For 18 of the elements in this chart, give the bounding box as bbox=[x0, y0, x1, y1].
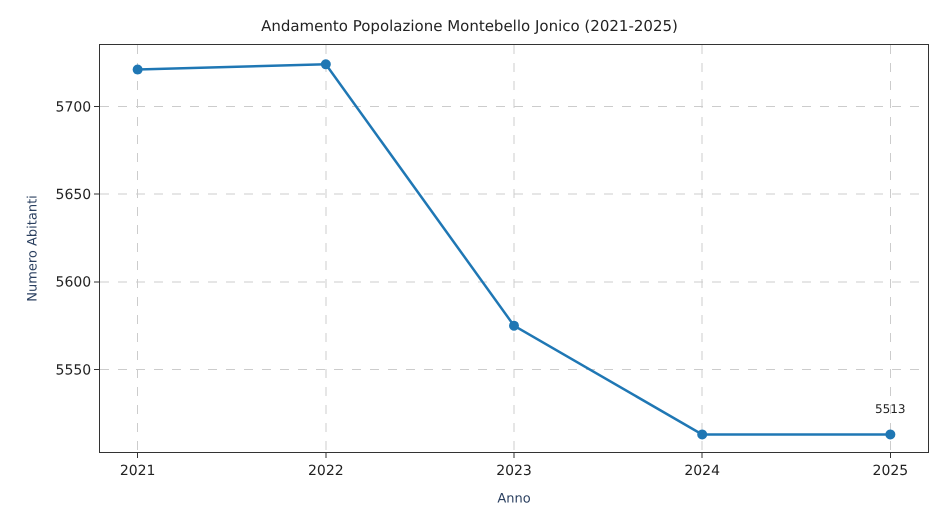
annotation: 5513 bbox=[875, 402, 906, 416]
x-tick-label: 2022 bbox=[308, 462, 344, 479]
y-axis-title: Numero Abitanti bbox=[26, 195, 41, 302]
x-axis-title: Anno bbox=[497, 491, 531, 506]
x-tick-label: 2024 bbox=[684, 462, 720, 479]
y-tick-label: 5550 bbox=[56, 362, 92, 378]
point bbox=[885, 429, 896, 440]
point bbox=[697, 429, 708, 440]
point bbox=[509, 320, 519, 331]
point bbox=[320, 59, 331, 70]
x-tick-label: 2021 bbox=[120, 462, 156, 479]
x-tick-label: 2023 bbox=[496, 462, 532, 479]
y-tick-label: 5650 bbox=[56, 187, 92, 204]
x-tick-label: 2025 bbox=[872, 462, 908, 479]
y-tick-label: 5700 bbox=[56, 99, 92, 116]
point bbox=[132, 64, 143, 75]
y-tick-label: 5600 bbox=[56, 274, 92, 291]
chart-title: Andamento Popolazione Montebello Jonico (2021-2025) bbox=[261, 17, 678, 36]
